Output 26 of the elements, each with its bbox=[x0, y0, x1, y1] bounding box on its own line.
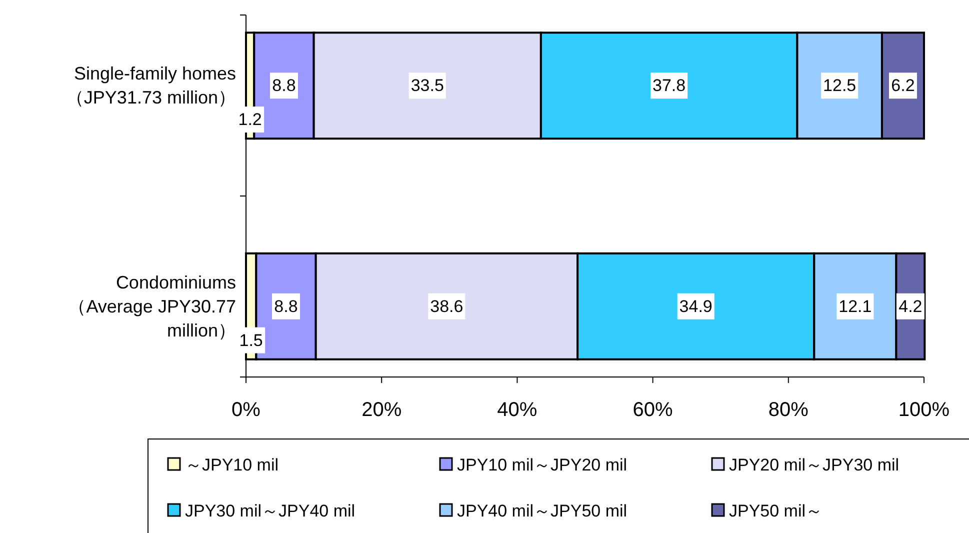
x-tick-label: 100% bbox=[898, 399, 950, 421]
legend-label: JPY20 mil～JPY30 mil bbox=[729, 456, 900, 474]
data-label: 34.9 bbox=[679, 296, 712, 316]
y-tick-label: Single-family homes （JPY31.73 million） bbox=[66, 64, 236, 108]
data-label: 38.6 bbox=[430, 296, 464, 316]
x-tick-label: 20% bbox=[362, 399, 402, 421]
x-tick-label: 80% bbox=[768, 399, 809, 421]
x-tick-label: 60% bbox=[632, 399, 674, 421]
legend-label: ～JPY10 mil bbox=[185, 456, 279, 474]
legend-label: JPY50 mil～ bbox=[729, 502, 823, 520]
y-tick-label: Condominiums （Average JPY30.77 million） bbox=[68, 272, 236, 340]
legend-label: JPY30 mil～JPY40 mil bbox=[185, 502, 356, 520]
data-label: 1.5 bbox=[239, 330, 263, 350]
data-label: 6.2 bbox=[891, 76, 915, 96]
data-label: 12.5 bbox=[823, 76, 856, 96]
data-label: 1.2 bbox=[238, 110, 262, 130]
x-tick-label: 40% bbox=[497, 399, 538, 421]
data-label: 8.8 bbox=[274, 296, 298, 316]
data-label: 4.2 bbox=[898, 296, 922, 316]
data-label: 8.8 bbox=[272, 76, 296, 96]
x-tick-label: 0% bbox=[232, 399, 261, 421]
data-label: 12.1 bbox=[838, 296, 872, 316]
data-label: 33.5 bbox=[410, 76, 444, 96]
legend-label: JPY40 mil～JPY50 mil bbox=[457, 502, 628, 520]
data-label: 37.8 bbox=[652, 76, 686, 96]
legend-label: JPY10 mil～JPY20 mil bbox=[457, 456, 628, 474]
